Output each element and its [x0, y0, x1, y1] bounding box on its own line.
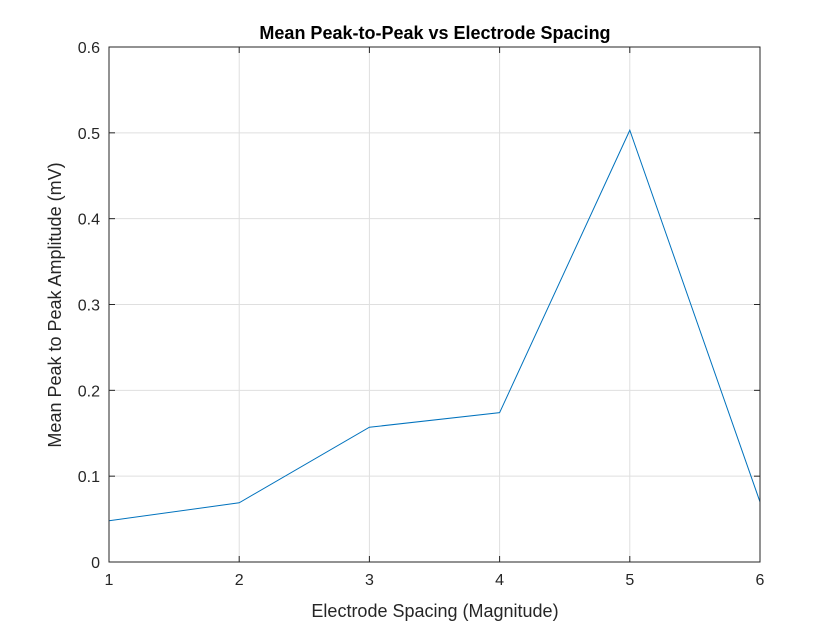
x-tick-label: 2: [235, 572, 244, 589]
x-tick-label: 1: [105, 572, 114, 589]
y-tick-label: 0.4: [78, 212, 100, 229]
y-tick-label: 0.5: [78, 126, 100, 143]
y-tick-label: 0.2: [78, 383, 100, 400]
series-layer: [109, 128, 760, 522]
x-tick-label: 5: [625, 572, 634, 589]
series-line-1: [109, 128, 760, 522]
x-axis-label: Electrode Spacing (Magnitude): [311, 601, 558, 621]
grid: [109, 47, 760, 562]
x-tick-label: 4: [495, 572, 504, 589]
ticks: 1 2 3 4 5 6 0 0.1 0.2 0.3 0.4 0.5 0.6: [78, 40, 765, 589]
y-axis-label: Mean Peak to Peak Amplitude (mV): [45, 162, 65, 447]
y-tick-label: 0.6: [78, 40, 100, 57]
y-tick-label: 0.1: [78, 469, 100, 486]
x-tick-label: 6: [756, 572, 765, 589]
y-tick-label: 0: [91, 555, 100, 572]
chart-title: Mean Peak-to-Peak vs Electrode Spacing: [259, 23, 610, 43]
y-tick-label: 0.3: [78, 298, 100, 315]
x-tick-label: 3: [365, 572, 374, 589]
